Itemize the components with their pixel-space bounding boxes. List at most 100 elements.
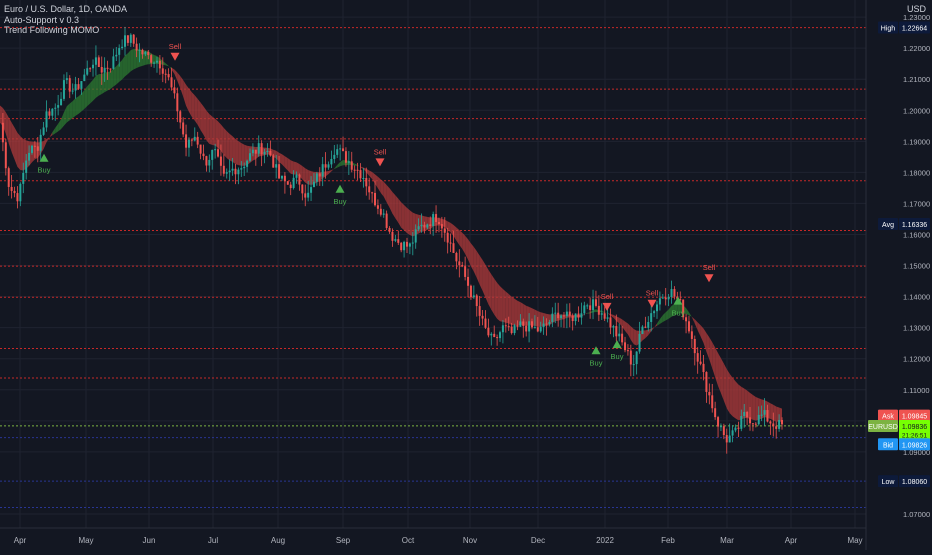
ribbon-segment <box>177 72 181 89</box>
ribbon-segment <box>369 170 373 179</box>
ribbon-segment <box>90 79 94 104</box>
ribbon-segment <box>5 112 9 144</box>
buy-signal-icon <box>39 153 49 162</box>
ribbon-segment <box>136 49 140 69</box>
price-value-text: 1.16336 <box>902 222 927 229</box>
candle-body <box>539 326 542 332</box>
candle-body <box>629 350 632 365</box>
candle-body <box>234 168 237 175</box>
candle-body <box>97 57 100 67</box>
candle-body <box>365 178 368 187</box>
candle-body <box>705 372 708 392</box>
ribbon-segment <box>729 373 733 417</box>
candles <box>1 26 783 454</box>
candle-body <box>464 266 467 277</box>
ribbon-segment <box>505 291 509 324</box>
y-tick-label: 1.12000 <box>903 355 930 364</box>
ribbon-segment <box>186 84 189 112</box>
ribbon-segment <box>17 132 21 170</box>
ribbon-segment <box>218 121 221 151</box>
ribbon-segment <box>677 302 681 315</box>
candle-body <box>507 326 510 328</box>
candle-body <box>376 205 379 209</box>
candle-body <box>275 164 278 168</box>
legend-indicator-momo[interactable]: Trend Following MOMO <box>4 25 100 35</box>
ribbon-segment <box>447 221 451 233</box>
ribbon-segment <box>517 300 521 326</box>
sell-signal-label: Sell <box>703 263 716 272</box>
buy-signal-label: Buy <box>334 197 347 206</box>
candle-body <box>7 168 10 187</box>
candle-body <box>487 327 490 336</box>
ribbon-segment <box>502 288 506 323</box>
candle-body <box>618 333 621 337</box>
candle-body <box>743 411 746 417</box>
ribbon-segment <box>183 80 187 106</box>
legend-symbol[interactable]: Euro / U.S. Dollar, 1D, OANDA <box>4 4 128 14</box>
ribbon-segment <box>276 150 280 162</box>
ribbon-segment <box>607 313 611 316</box>
candle-body <box>478 306 481 316</box>
candle-body <box>722 426 725 436</box>
ribbon-segment <box>127 49 131 75</box>
candle-body <box>22 172 25 184</box>
candle-body <box>667 296 670 300</box>
candle-body <box>138 49 141 51</box>
candle-body <box>562 315 565 317</box>
ribbon-segment <box>590 310 594 314</box>
candle-body <box>693 338 696 354</box>
candle-body <box>80 81 83 89</box>
candle-body <box>272 155 275 168</box>
candle-body <box>150 55 153 63</box>
ribbon-segment <box>20 136 24 171</box>
ribbon-segment <box>622 319 626 331</box>
candle-body <box>560 315 563 319</box>
ribbon-segment <box>404 204 407 234</box>
ribbon-segment <box>174 69 178 81</box>
legend-indicator-auto-support[interactable]: Auto-Support v 0.3 <box>4 14 80 25</box>
ribbon-segment <box>738 384 742 421</box>
y-tick-label: 1.17000 <box>903 199 930 208</box>
ribbon-segment <box>482 260 486 298</box>
candle-body <box>269 150 272 156</box>
candle-body <box>731 430 734 436</box>
ribbon-segment <box>485 264 489 305</box>
sell-signal-icon <box>375 158 385 167</box>
candle-body <box>490 333 493 336</box>
ribbon-segment <box>529 306 532 326</box>
candle-body <box>719 426 722 428</box>
ribbon-segment <box>500 286 503 322</box>
ribbon-segment <box>773 404 777 422</box>
ribbon-segment <box>325 170 329 177</box>
candle-body <box>653 311 656 314</box>
x-tick-label: May <box>78 536 93 545</box>
ribbon-segment <box>58 119 62 132</box>
ribbon-segment <box>709 337 713 369</box>
candle-body <box>278 164 281 179</box>
ribbon-segment <box>715 347 719 387</box>
x-tick-label: Dec <box>531 536 545 545</box>
currency-label[interactable]: USD <box>906 4 926 14</box>
ribbon-segment <box>747 390 751 419</box>
candle-body <box>565 311 568 317</box>
ribbon-segment <box>686 308 689 316</box>
candle-body <box>391 231 394 241</box>
ribbon-segment <box>671 304 675 317</box>
candle-body <box>312 181 315 188</box>
ribbon-segment <box>776 406 780 422</box>
price-value-box <box>899 438 930 451</box>
price-value-box <box>899 419 930 440</box>
candle-body <box>19 183 22 202</box>
y-tick-label: 1.22000 <box>903 44 930 53</box>
y-tick-label: 1.19000 <box>903 137 930 146</box>
ribbon-segment <box>427 216 431 230</box>
candle-body <box>129 34 132 43</box>
ribbon-segment <box>610 314 614 318</box>
ribbon-segment <box>241 142 245 166</box>
price-value-text: 1.09836 <box>902 424 927 431</box>
ribbon-segment <box>758 398 762 420</box>
candle-body <box>557 312 560 319</box>
candle-body <box>586 305 589 307</box>
